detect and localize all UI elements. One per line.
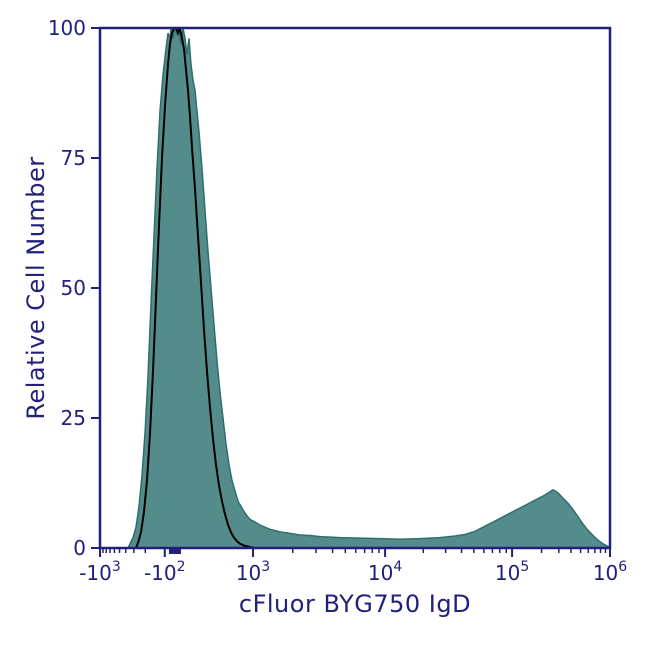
stained-sample-histogram — [127, 28, 610, 548]
y-tick-label: 100 — [48, 16, 86, 40]
x-tick-label: 105 — [495, 559, 529, 585]
y-tick-label: 25 — [61, 406, 86, 430]
x-tick-label: 106 — [593, 559, 627, 585]
y-tick-label: 75 — [61, 146, 86, 170]
y-axis-title: Relative Cell Number — [22, 156, 50, 420]
x-tick-label: -103 — [79, 559, 121, 585]
plot-area — [127, 28, 610, 548]
x-axis-title: cFluor BYG750 IgD — [238, 590, 472, 618]
x-zero-tick — [168, 548, 181, 554]
y-tick-label: 0 — [73, 536, 86, 560]
x-tick-label: -102 — [144, 559, 186, 585]
y-tick-label: 50 — [61, 276, 86, 300]
x-tick-label: 103 — [236, 559, 270, 585]
control-histogram — [135, 28, 256, 548]
x-tick-label: 104 — [368, 559, 402, 585]
